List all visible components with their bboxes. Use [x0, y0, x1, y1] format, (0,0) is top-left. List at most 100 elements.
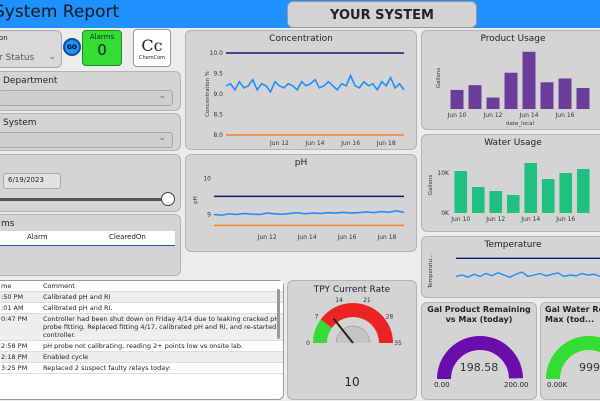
product-remaining-panel: Gal Product Remaining vs Max (today) 198… — [421, 302, 537, 400]
ph-chart-panel: pH 10 9 Jun 12 Jun 14 Jun 16 Jun 18 pH — [185, 154, 417, 252]
row-comment: pH probe not calibrating, reading 2+ poi… — [41, 340, 283, 352]
go-button[interactable]: GO — [63, 38, 81, 56]
water-usage-title: Water Usage — [484, 138, 542, 148]
row-time: 2:58 PM — [0, 340, 41, 352]
page-title: System Report — [0, 2, 120, 22]
y-tick-label: 8.0 — [213, 132, 223, 139]
gauge-tick-label: 21 — [363, 297, 371, 304]
x-tick-label: Jun 12 — [485, 216, 505, 223]
alarm-column-header[interactable]: Alarm — [27, 233, 48, 241]
comments-header-row: me Comment — [0, 281, 283, 292]
chevron-down-icon: ⌄ — [158, 133, 166, 143]
gauge-tick-label: 14 — [335, 297, 343, 304]
temperature-chart: Temperatu... — [428, 253, 600, 289]
alarms-table-header: Alarm ClearedOn — [0, 231, 175, 246]
comments-panel: me Comment :50 PM Calibrated pH and RI :0… — [0, 280, 284, 400]
comment-column-header[interactable]: Comment — [41, 281, 283, 292]
department-dropdown[interactable]: ⌄ — [0, 90, 173, 106]
tpy-gauge-panel: TPY Current Rate 0 7 14 21 28 35 10 — [287, 280, 417, 400]
y-axis-label: pH — [193, 196, 199, 204]
ph-title: pH — [294, 158, 308, 168]
row-time: 3:25 PM — [0, 362, 41, 374]
comments-scrollbar[interactable] — [277, 289, 280, 339]
table-row: :50 PM Calibrated pH and RI — [0, 291, 283, 303]
row-comment: Controller had been shut down on Friday … — [41, 313, 283, 341]
bar — [559, 173, 573, 213]
date-slicer[interactable]: 6/19/2023 — [0, 154, 181, 212]
product-max-label: 200.00 — [504, 381, 529, 389]
alarms-tile[interactable]: Alarms 0 — [82, 30, 122, 66]
water-remaining-gauge — [546, 336, 600, 380]
department-slicer[interactable]: Department ⌄ — [0, 71, 181, 111]
bar — [524, 163, 538, 213]
water-remaining-title: Gal Water Re... Max (tod... — [545, 305, 600, 324]
table-row: 3:25 PM Replaced 2 suspect faulty relays … — [0, 362, 283, 374]
location-value: r Status — [0, 53, 35, 63]
concentration-chart-panel: Concentration 10.0 9.5 9.0 8.5 8.0 Jun 12 Jun … — [185, 30, 417, 150]
y-axis-label: Temperatu... — [428, 253, 434, 289]
gauge-red-band — [320, 303, 393, 344]
water-min-label: 0.00K — [547, 381, 568, 389]
x-tick-label: Jun 18 — [376, 234, 396, 241]
tpy-value: 10 — [344, 375, 360, 389]
system-slicer[interactable]: System ⌄ — [0, 113, 181, 151]
product-min-label: 0.00 — [434, 381, 450, 389]
x-axis-label: date_local — [506, 121, 534, 127]
location-slicer[interactable]: on r Status ⌄ — [0, 30, 62, 68]
x-tick-label: Jun 16 — [555, 112, 575, 119]
row-comment: Calibrated pH and RI — [41, 291, 283, 303]
gauge-hub — [335, 325, 371, 344]
table-row: 0:47 PM Controller had been shut down on … — [0, 313, 283, 341]
x-tick-label: Jun 16 — [337, 234, 357, 241]
location-label: on — [0, 34, 8, 42]
y-tick-label: 0K — [441, 210, 450, 217]
bar — [504, 72, 518, 109]
date-slider-track[interactable] — [0, 198, 167, 201]
y-axis-label: Gallons — [436, 68, 442, 89]
chevron-down-icon: ⌄ — [48, 52, 56, 62]
y-tick-label: 9.5 — [213, 71, 223, 78]
time-column-header[interactable]: me — [0, 281, 41, 292]
chevron-down-icon: ⌄ — [158, 91, 166, 101]
y-tick-label: 10.0 — [210, 50, 224, 57]
table-row: 2:58 PM pH probe not calibrating, reading… — [0, 340, 283, 352]
concentration-chart: 10.0 9.5 9.0 8.5 8.0 Jun 12 Jun 14 Jun 16 Jun 18… — [205, 50, 405, 147]
alarms-count: 0 — [97, 41, 107, 59]
x-tick-label: Jun 16 — [340, 140, 360, 147]
bar — [489, 191, 503, 213]
bar — [576, 88, 590, 109]
date-input[interactable]: 6/19/2023 — [3, 173, 61, 189]
x-tick-label: Jun 14 — [305, 140, 325, 147]
product-usage-chart: Jun 10 Jun 12 Jun 14 Jun 16 Gallons date_loca… — [436, 51, 590, 127]
bar — [450, 89, 464, 109]
product-remaining-value: 198.58 — [459, 361, 499, 374]
water-remaining-value: 999 — [579, 361, 600, 374]
y-tick-label: 9 — [207, 212, 211, 219]
row-time: :01 AM — [0, 302, 41, 314]
date-slider-handle[interactable] — [161, 192, 175, 206]
bar — [471, 187, 485, 213]
y-axis-label: Gallons — [428, 175, 434, 196]
gauge-fill — [546, 336, 600, 380]
bar — [486, 97, 500, 109]
department-label: Department — [3, 76, 58, 86]
x-tick-label: Jun 14 — [520, 216, 540, 223]
gauge-tick-label: 7 — [315, 314, 319, 321]
product-usage-panel: Product Usage Jun 10 Jun 12 Jun 14 Jun 16 Ga… — [421, 30, 600, 130]
data-series-line — [455, 271, 600, 278]
bar — [558, 78, 572, 109]
gauge-needle — [332, 318, 354, 344]
x-tick-label: Jun 14 — [297, 234, 317, 241]
row-time: :50 PM — [0, 291, 41, 303]
concentration-title: Concentration — [269, 34, 333, 44]
alarms-label: Alarms — [89, 33, 115, 41]
bar — [541, 179, 555, 213]
x-tick-label: Jun 14 — [519, 112, 539, 119]
date-value: 6/19/2023 — [8, 176, 44, 184]
your-system-button[interactable]: YOUR SYSTEM — [287, 1, 477, 28]
y-tick-label: 10 — [203, 175, 211, 182]
comments-table: me Comment :50 PM Calibrated pH and RI :0… — [0, 281, 283, 374]
system-dropdown[interactable]: ⌄ — [0, 132, 173, 148]
x-tick-label: Jun 16 — [555, 216, 575, 223]
clearedon-column-header[interactable]: ClearedOn — [109, 233, 146, 241]
